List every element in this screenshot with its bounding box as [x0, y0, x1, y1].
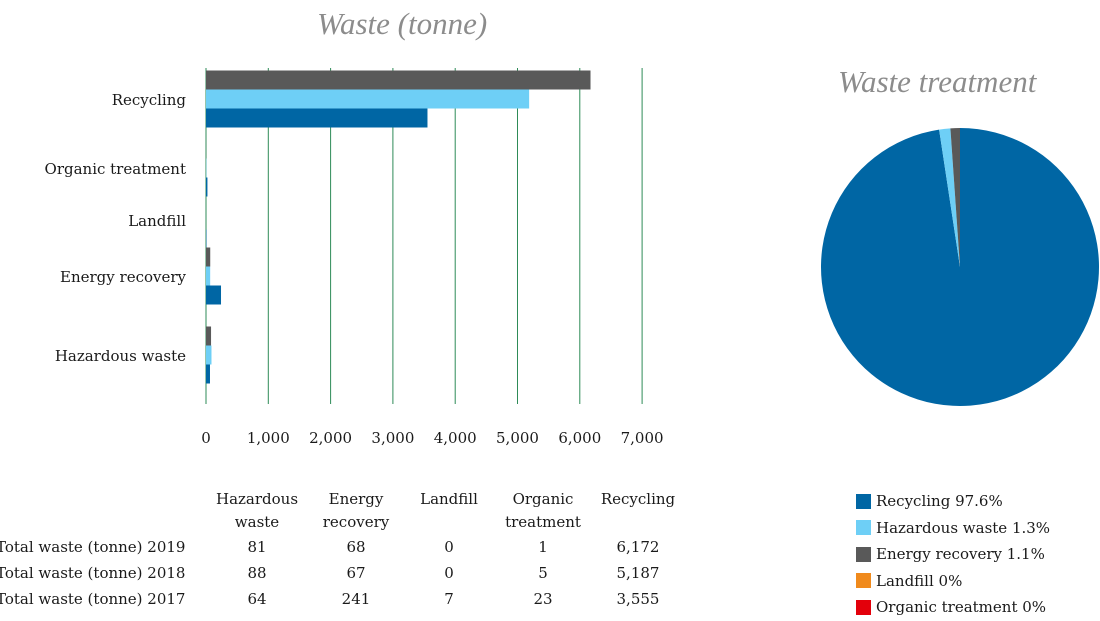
- table-cell: 3,555: [616, 590, 660, 608]
- legend-label: Landfill 0%: [876, 571, 963, 590]
- bar: [206, 285, 222, 305]
- table-cell: 68: [346, 538, 366, 556]
- legend-item: Recycling 97.6%: [856, 488, 1050, 515]
- bar-chart: 0 1,000 2,000 3,000 4,000 5,000 6,000 7,000 Recy…: [45, 68, 664, 447]
- x-tick-label: 5,000: [496, 429, 539, 447]
- bar: [206, 266, 211, 286]
- table-cell: 81: [247, 538, 267, 556]
- legend-swatch: [856, 546, 871, 562]
- legend-label: Hazardous waste 1.3%: [876, 518, 1051, 537]
- table-cell: 6,172: [616, 538, 660, 556]
- column-header: Energy recovery: [322, 490, 390, 531]
- x-tick-label: 6,000: [558, 429, 601, 447]
- data-table: Hazardous waste Energy recovery Landfill…: [0, 488, 685, 612]
- legend-label: Organic treatment 0%: [876, 598, 1047, 617]
- table-cell: 64: [247, 590, 267, 608]
- pie-legend: Recycling 97.6% Hazardous waste 1.3% Energ…: [856, 488, 1050, 621]
- y-category-label: Energy recovery: [60, 268, 187, 286]
- table-cell: 67: [346, 564, 366, 582]
- y-category-label: Landfill: [128, 212, 186, 230]
- row-header: Total waste (tonne) 2018: [0, 564, 186, 582]
- legend-item: Hazardous waste 1.3%: [856, 515, 1050, 542]
- bar: [206, 326, 212, 346]
- pie-chart-title: Waste treatment: [838, 64, 1037, 99]
- table-cell: 241: [341, 590, 371, 608]
- x-tick-label: 0: [201, 429, 211, 447]
- legend-swatch: [856, 599, 871, 615]
- column-header: Recycling: [600, 490, 676, 508]
- table-cell: 88: [247, 564, 267, 582]
- x-tick-label: 7,000: [621, 429, 664, 447]
- table-cell: 23: [533, 590, 553, 608]
- table-row: Total waste (tonne) 2018 88 67 0 5 5,187: [0, 560, 685, 586]
- y-category-label: Hazardous waste: [55, 347, 186, 365]
- column-header: Organic treatment: [505, 490, 581, 531]
- bar: [206, 177, 208, 197]
- x-tick-label: 4,000: [434, 429, 477, 447]
- legend-item: Landfill 0%: [856, 568, 1050, 595]
- x-tick-label: 1,000: [247, 429, 290, 447]
- legend-item: Organic treatment 0%: [856, 594, 1050, 621]
- legend-label: Energy recovery 1.1%: [876, 545, 1045, 564]
- pie-slice: [939, 128, 960, 267]
- table-row: Total waste (tonne) 2017 64 241 7 23 3,5…: [0, 586, 685, 612]
- table-cell: 7: [444, 590, 454, 608]
- x-tick-label: 3,000: [371, 429, 414, 447]
- legend-swatch: [856, 493, 871, 509]
- legend-swatch: [856, 520, 871, 536]
- pie-slice: [821, 128, 1099, 407]
- table-header-row: Hazardous waste Energy recovery Landfill…: [0, 488, 685, 534]
- bar: [206, 108, 428, 128]
- column-header: Landfill: [420, 490, 478, 508]
- table-corner: [0, 488, 205, 534]
- bar-chart-title: Waste (tonne): [317, 6, 488, 41]
- pie-chart: [821, 128, 1099, 407]
- table-cell: 5: [538, 564, 548, 582]
- row-header: Total waste (tonne) 2017: [0, 590, 186, 608]
- bar: [206, 89, 530, 109]
- bar: [206, 345, 212, 365]
- table-cell: 1: [538, 538, 548, 556]
- column-header: Hazardous waste: [215, 490, 299, 531]
- pie-slice: [950, 128, 960, 267]
- table-cell: 0: [444, 538, 454, 556]
- y-category-label: Recycling: [112, 91, 187, 109]
- table-cell: 5,187: [616, 564, 660, 582]
- bar: [206, 70, 591, 90]
- row-header: Total waste (tonne) 2019: [0, 538, 186, 556]
- legend-label: Recycling 97.6%: [876, 492, 1003, 511]
- bar: [206, 364, 210, 384]
- table-cell: 0: [444, 564, 454, 582]
- legend-swatch: [856, 573, 871, 589]
- legend-item: Energy recovery 1.1%: [856, 541, 1050, 568]
- bar: [206, 247, 211, 267]
- y-category-label: Organic treatment: [45, 160, 186, 178]
- x-tick-label: 2,000: [309, 429, 352, 447]
- table-row: Total waste (tonne) 2019 81 68 0 1 6,172: [0, 534, 685, 560]
